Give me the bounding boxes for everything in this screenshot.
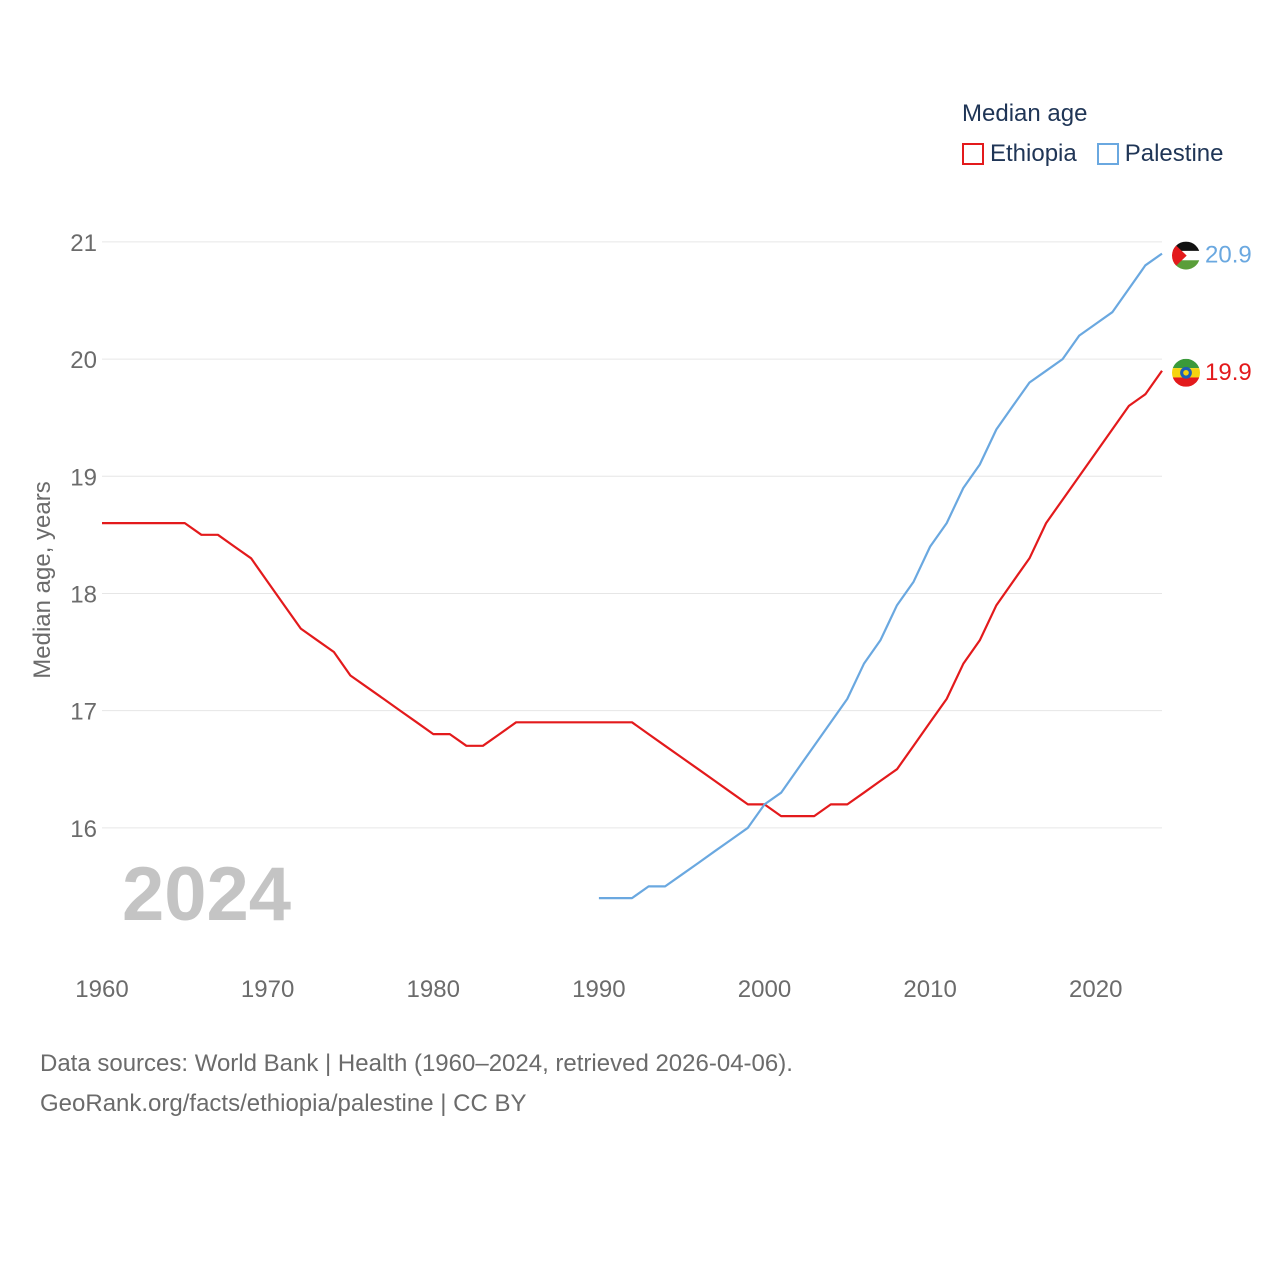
x-tick-label: 2000: [738, 976, 791, 1003]
source-line-2[interactable]: GeoRank.org/facts/ethiopia/palestine | C…: [40, 1090, 527, 1117]
x-axis-ticks: 1960 1970 1980 1990 2000 2010 2020: [75, 976, 1122, 1003]
series-line-palestine[interactable]: [598, 252, 1163, 900]
year-watermark: 2024: [122, 852, 291, 937]
series-end-markers: 19.9 20.9: [1172, 241, 1252, 387]
source-line-1: Data sources: World Bank | Health (1960–…: [40, 1050, 793, 1077]
legend: Median age Ethiopia Palestine: [962, 100, 1223, 168]
legend-title: Median age: [962, 100, 1088, 127]
palestine-flag-icon: [1172, 241, 1200, 270]
source-note: Data sources: World Bank | Health (1960–…: [40, 1044, 793, 1124]
y-tick-label: 18: [70, 581, 97, 608]
x-tick-label: 1980: [407, 976, 460, 1003]
end-label-palestine: 20.9: [1205, 242, 1252, 269]
y-tick-label: 19: [70, 464, 97, 491]
x-tick-label: 2020: [1069, 976, 1122, 1003]
x-tick-label: 2010: [903, 976, 956, 1003]
x-tick-label: 1990: [572, 976, 625, 1003]
palestine-swatch: [1096, 143, 1119, 165]
y-axis-label: Median age, years: [29, 481, 56, 678]
legend-item-ethiopia[interactable]: Ethiopia: [962, 140, 1077, 168]
end-label-ethiopia: 19.9: [1205, 359, 1252, 386]
y-tick-label: 16: [70, 816, 97, 843]
series-lines: [102, 252, 1163, 900]
y-tick-label: 21: [70, 230, 97, 257]
y-tick-label: 20: [70, 347, 97, 374]
x-tick-label: 1960: [75, 976, 128, 1003]
grid-lines: [102, 241, 1162, 829]
ethiopia-swatch: [962, 143, 984, 165]
y-tick-label: 17: [70, 699, 97, 726]
legend-label-ethiopia: Ethiopia: [990, 140, 1077, 167]
legend-item-palestine[interactable]: Palestine: [1096, 140, 1224, 168]
legend-label-palestine: Palestine: [1124, 140, 1224, 167]
y-axis-ticks: 16 17 18 19 20 21: [70, 230, 97, 843]
ethiopia-flag-icon: [1172, 358, 1200, 387]
x-tick-label: 1970: [241, 976, 294, 1003]
series-line-ethiopia[interactable]: [102, 370, 1163, 818]
